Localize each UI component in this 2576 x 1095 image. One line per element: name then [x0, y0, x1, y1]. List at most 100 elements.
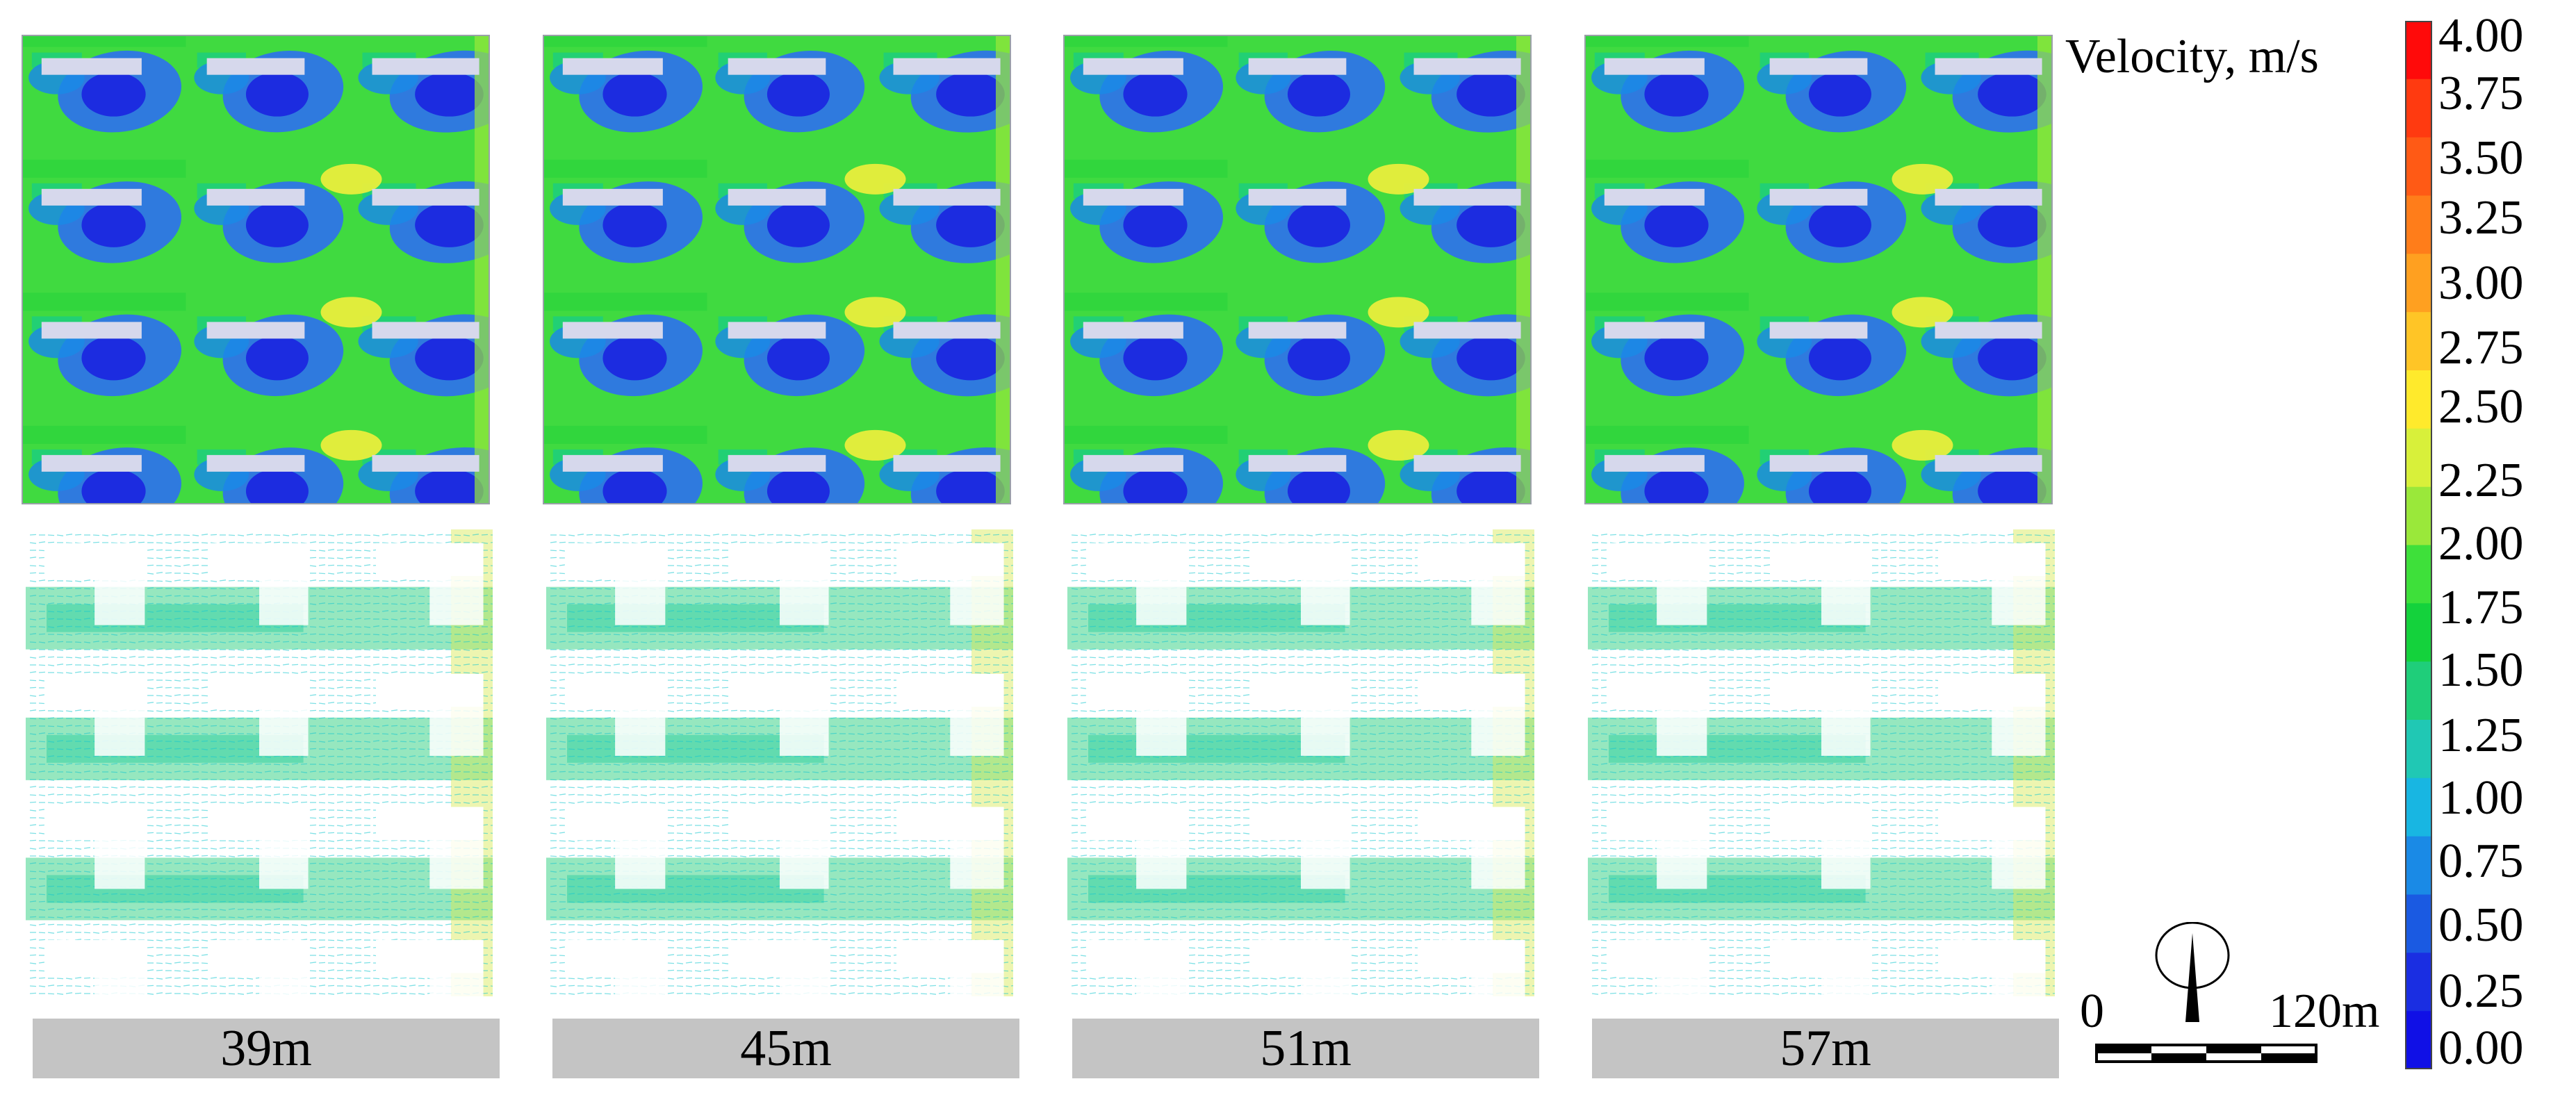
legend-title: Velocity, m/s	[2065, 30, 2319, 83]
building-block	[41, 322, 142, 339]
north-arrow-icon	[2155, 922, 2230, 1022]
color-scale-segment	[2405, 545, 2432, 604]
building-block	[44, 673, 145, 707]
building-block	[728, 322, 826, 339]
building-block	[1772, 939, 1871, 973]
building-block	[1085, 673, 1187, 707]
depth-caption-57m: 57m	[1592, 1019, 2059, 1078]
color-scale-segment	[2405, 312, 2432, 371]
legend-tick: 2.75	[2438, 321, 2524, 374]
building-block	[564, 673, 666, 707]
building-block	[1606, 807, 1707, 841]
building-block	[1413, 188, 1521, 206]
building-block	[728, 454, 826, 472]
legend-tick: 0.50	[2438, 898, 2524, 952]
building-block	[1935, 322, 2042, 339]
contour-map-39m	[22, 35, 490, 504]
building-block	[730, 939, 829, 973]
legend-tick: 3.75	[2438, 67, 2524, 120]
building-block	[1248, 188, 1347, 206]
legend-tick: 2.00	[2438, 517, 2524, 570]
building-block	[730, 673, 829, 707]
building-block	[896, 807, 1004, 841]
building-block	[206, 454, 305, 472]
building-block	[1418, 807, 1525, 841]
depth-caption-45m: 45m	[552, 1019, 1019, 1078]
depth-label: 51m	[1260, 1019, 1352, 1077]
color-scale-segment	[2405, 21, 2432, 80]
building-block	[893, 322, 1001, 339]
building-block	[1772, 543, 1871, 577]
color-scale-segment	[2405, 486, 2432, 546]
building-block	[730, 807, 829, 841]
building-block	[1083, 58, 1183, 75]
building-block	[728, 58, 826, 75]
color-scale-bar	[2405, 21, 2432, 1069]
building-block	[206, 58, 305, 75]
vector-map-51m	[1067, 529, 1534, 996]
color-scale-segment	[2405, 254, 2432, 313]
building-block	[206, 188, 305, 206]
depth-caption-51m: 51m	[1072, 1019, 1539, 1078]
depth-label: 45m	[740, 1019, 832, 1077]
depth-caption-39m: 39m	[33, 1019, 500, 1078]
building-block	[1772, 673, 1871, 707]
building-block	[41, 188, 142, 206]
building-block	[1604, 454, 1705, 472]
building-block	[1606, 543, 1707, 577]
color-scale-segment	[2405, 894, 2432, 954]
building-block	[1606, 939, 1707, 973]
color-scale-segment	[2405, 777, 2432, 837]
legend-tick: 0.75	[2438, 834, 2524, 888]
building-block	[44, 807, 145, 841]
building-block	[372, 58, 479, 75]
building-block	[896, 939, 1004, 973]
color-scale-segment	[2405, 428, 2432, 488]
building-block	[376, 543, 484, 577]
color-scale-segment	[2405, 836, 2432, 896]
building-block	[1418, 939, 1525, 973]
building-block	[1248, 58, 1347, 75]
building-block	[893, 188, 1001, 206]
legend-tick: 0.00	[2438, 1021, 2524, 1075]
contour-map-51m	[1063, 35, 1532, 504]
building-block	[210, 807, 309, 841]
building-block	[730, 543, 829, 577]
building-block	[1769, 322, 1868, 339]
building-block	[562, 454, 663, 472]
building-block	[372, 322, 479, 339]
color-scale-segment	[2405, 79, 2432, 138]
building-block	[1252, 673, 1350, 707]
building-block	[376, 807, 484, 841]
building-block	[1252, 543, 1350, 577]
legend-tick: 1.75	[2438, 581, 2524, 634]
building-block	[1085, 543, 1187, 577]
color-scale-segment	[2405, 603, 2432, 662]
depth-label: 39m	[220, 1019, 312, 1077]
building-block	[1769, 454, 1868, 472]
building-block	[210, 939, 309, 973]
building-block	[1604, 322, 1705, 339]
building-block	[1418, 673, 1525, 707]
building-block	[893, 58, 1001, 75]
color-scale-segment	[2405, 953, 2432, 1012]
building-block	[896, 673, 1004, 707]
building-block	[728, 188, 826, 206]
legend-tick: 3.00	[2438, 256, 2524, 310]
building-block	[1248, 454, 1347, 472]
building-block	[1085, 939, 1187, 973]
building-block	[1413, 454, 1521, 472]
vector-map-39m	[26, 529, 493, 996]
building-block	[564, 939, 666, 973]
building-block	[210, 673, 309, 707]
building-block	[1604, 188, 1705, 206]
building-block	[44, 939, 145, 973]
legend-tick: 2.50	[2438, 380, 2524, 434]
building-block	[1604, 58, 1705, 75]
contour-map-45m	[543, 35, 1011, 504]
building-block	[1083, 322, 1183, 339]
legend-tick: 1.25	[2438, 709, 2524, 762]
building-block	[893, 454, 1001, 472]
building-block	[206, 322, 305, 339]
building-block	[376, 939, 484, 973]
